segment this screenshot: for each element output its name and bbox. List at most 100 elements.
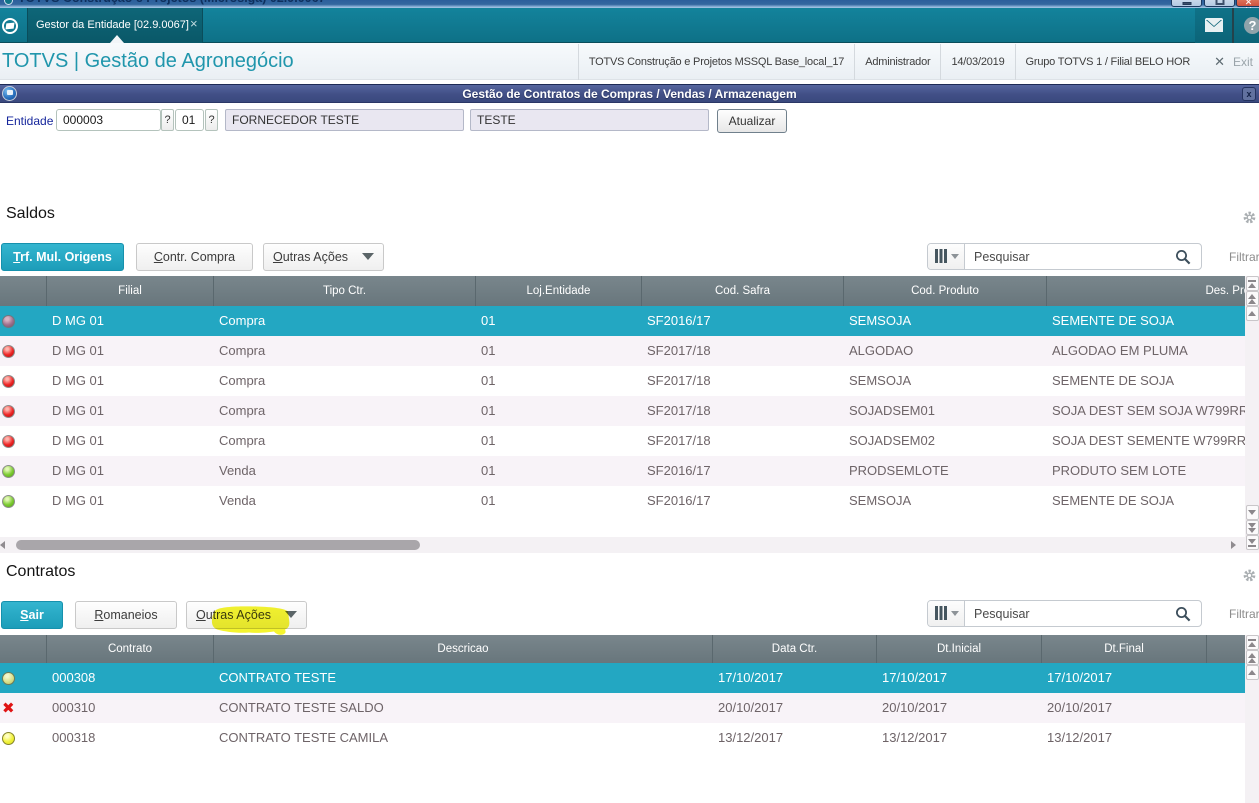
status-green-icon (2, 494, 15, 508)
column-header[interactable]: Tipo Ctr. (214, 276, 476, 306)
saldos-horizontal-scrollbar[interactable] (0, 537, 1245, 553)
scroll-down-button[interactable] (1245, 505, 1259, 520)
scroll-pageup-button[interactable] (1245, 291, 1259, 306)
column-header[interactable]: Data Ctr. (713, 635, 877, 663)
saldos-search-input[interactable]: Pesquisar (974, 250, 1030, 264)
arrow-up-icon (1248, 294, 1256, 299)
column-header[interactable] (0, 635, 47, 663)
tab-gestor-da-entidade[interactable]: Gestor da Entidade [02.9.0067] × (27, 8, 203, 43)
search-icon[interactable] (1175, 606, 1191, 622)
scroll-left-button[interactable] (0, 537, 14, 553)
romaneios-button[interactable]: Romaneios (75, 601, 177, 629)
cell: CONTRATO TESTE CAMILA (219, 730, 389, 745)
button-label: Sair (20, 608, 44, 622)
cell: CONTRATO TESTE (219, 670, 337, 685)
column-header[interactable]: Contrato (47, 635, 214, 663)
cell: 20/10/2017 (882, 700, 948, 715)
cell: SF2017/18 (647, 433, 711, 448)
contratos-column-picker-button[interactable] (928, 601, 965, 626)
contratos-vertical-scrollbar[interactable] (1245, 635, 1259, 803)
status-cell (0, 306, 47, 336)
cell: 20/10/2017 (718, 700, 784, 715)
tab-close-icon[interactable]: × (190, 16, 198, 31)
sair-button[interactable]: Sair (1, 601, 63, 629)
dropdown-arrow-icon (285, 611, 298, 619)
cell: 000308 (52, 670, 96, 685)
scroll-top-button[interactable] (1245, 276, 1259, 291)
search-icon[interactable] (1175, 249, 1191, 265)
status-cell (0, 663, 47, 693)
cell: SF2016/17 (647, 313, 711, 328)
entity-store-input[interactable]: 01 (175, 109, 204, 131)
status-red-icon (2, 404, 15, 418)
arrow-up-icon (1248, 311, 1256, 316)
arrow-up-icon (1248, 642, 1256, 647)
entity-code-lookup-button[interactable]: ? (161, 109, 174, 131)
cell: SEMSOJA (849, 373, 912, 388)
table-row[interactable]: D MG 01 Venda 01 SF2016/17 SEMSOJA SEMENTE DE… (0, 486, 1245, 516)
help-button[interactable]: ? (1234, 8, 1259, 43)
contratos-outras-acoes-button[interactable]: Outras Ações (186, 601, 307, 629)
cell (1207, 693, 1245, 723)
table-row[interactable]: ✖ 000310 CONTRATO TESTE SALDO 20/10/2017 20/… (0, 693, 1245, 723)
exit-label: Exit (1232, 54, 1253, 69)
entity-form: Entidade 000003 ? 01 ? FORNECEDOR TESTE … (0, 103, 1259, 137)
saldos-column-picker-button[interactable] (928, 244, 965, 269)
saldos-filtrar-link[interactable]: Filtrar (1229, 250, 1259, 264)
mail-button[interactable] (1195, 8, 1232, 43)
status-cell (0, 396, 47, 426)
scroll-pageup-button[interactable] (1245, 650, 1259, 665)
contratos-filtrar-link[interactable]: Filtrar (1229, 607, 1259, 621)
saldos-outras-acoes-button[interactable]: Outras Ações (263, 243, 384, 271)
cell: Compra (219, 373, 266, 388)
window-close-button[interactable]: ✕ ✕ (1236, 0, 1259, 8)
scroll-up-button[interactable] (1245, 306, 1259, 321)
arrow-down-icon (1248, 523, 1256, 528)
column-header[interactable] (1207, 635, 1245, 663)
column-header[interactable] (0, 276, 47, 306)
table-row[interactable]: D MG 01 Compra 01 SF2017/18 SEMSOJA SEMENTE D… (0, 366, 1245, 396)
exit-button[interactable]: ✕ Exit (1200, 54, 1259, 70)
trf-mul-origens-button[interactable]: Trf. Mul. Origens (1, 243, 124, 271)
column-header[interactable]: Filial (47, 276, 214, 306)
table-row[interactable]: D MG 01 Compra 01 SF2016/17 SEMSOJA SEMENTE D… (0, 306, 1245, 336)
column-header[interactable]: Dt.Final (1042, 635, 1207, 663)
table-row[interactable]: D MG 01 Compra 01 SF2017/18 SOJADSEM01 SOJA D… (0, 396, 1245, 426)
window-minimize-button[interactable] (1171, 0, 1202, 7)
saldos-vertical-scrollbar[interactable] (1245, 276, 1259, 553)
table-row[interactable]: D MG 01 Compra 01 SF2017/18 ALGODAO ALGODAO E… (0, 336, 1245, 366)
entity-store-lookup-button[interactable]: ? (205, 109, 218, 131)
table-row[interactable]: D MG 01 Compra 01 SF2017/18 SOJADSEM02 SOJA D… (0, 426, 1245, 456)
contratos-settings-gear-icon[interactable] (1243, 569, 1256, 582)
table-row[interactable]: 000318 CONTRATO TESTE CAMILA 13/12/2017 13/… (0, 723, 1245, 753)
window-maximize-button[interactable] (1204, 0, 1235, 7)
arrow-down-icon (1248, 528, 1256, 533)
column-header[interactable]: Des. Produto (1047, 276, 1245, 306)
contr-compra-button[interactable]: Contr. Compra (136, 243, 253, 271)
scroll-pagedown-button[interactable] (1245, 520, 1259, 535)
scroll-up-button[interactable] (1245, 665, 1259, 680)
module-window-close-button[interactable]: x (1242, 86, 1256, 101)
refresh-button[interactable]: Atualizar (717, 109, 787, 133)
scroll-top-button[interactable] (1245, 635, 1259, 650)
table-row[interactable]: 000308 CONTRATO TESTE 17/10/2017 17/10/2017… (0, 663, 1245, 693)
horizontal-scroll-thumb[interactable] (16, 540, 420, 550)
contratos-search-input[interactable]: Pesquisar (974, 607, 1030, 621)
column-header[interactable]: Cod. Produto (844, 276, 1047, 306)
column-header[interactable]: Cod. Safra (642, 276, 844, 306)
dropdown-arrow-icon (951, 611, 959, 616)
column-header[interactable]: Loj.Entidade (476, 276, 642, 306)
entity-code-input[interactable]: 000003 (56, 109, 161, 131)
table-row[interactable]: D MG 01 Venda 01 SF2016/17 PRODSEMLOTE PRODUT… (0, 456, 1245, 486)
saldos-search-box: Pesquisar (927, 243, 1202, 270)
scroll-bottom-button[interactable] (1245, 535, 1259, 550)
cell: SF2017/18 (647, 403, 711, 418)
cell: 000310 (52, 700, 96, 715)
module-window-icon (2, 86, 17, 101)
cell: D MG 01 (52, 403, 105, 418)
column-header[interactable]: Descricao (214, 635, 713, 663)
saldos-grid: Filial Tipo Ctr. Loj.Entidade Cod. Safra Cod… (0, 276, 1245, 516)
column-header[interactable]: Dt.Inicial (877, 635, 1042, 663)
scroll-right-button[interactable] (1231, 537, 1245, 553)
saldos-settings-gear-icon[interactable] (1243, 211, 1256, 224)
